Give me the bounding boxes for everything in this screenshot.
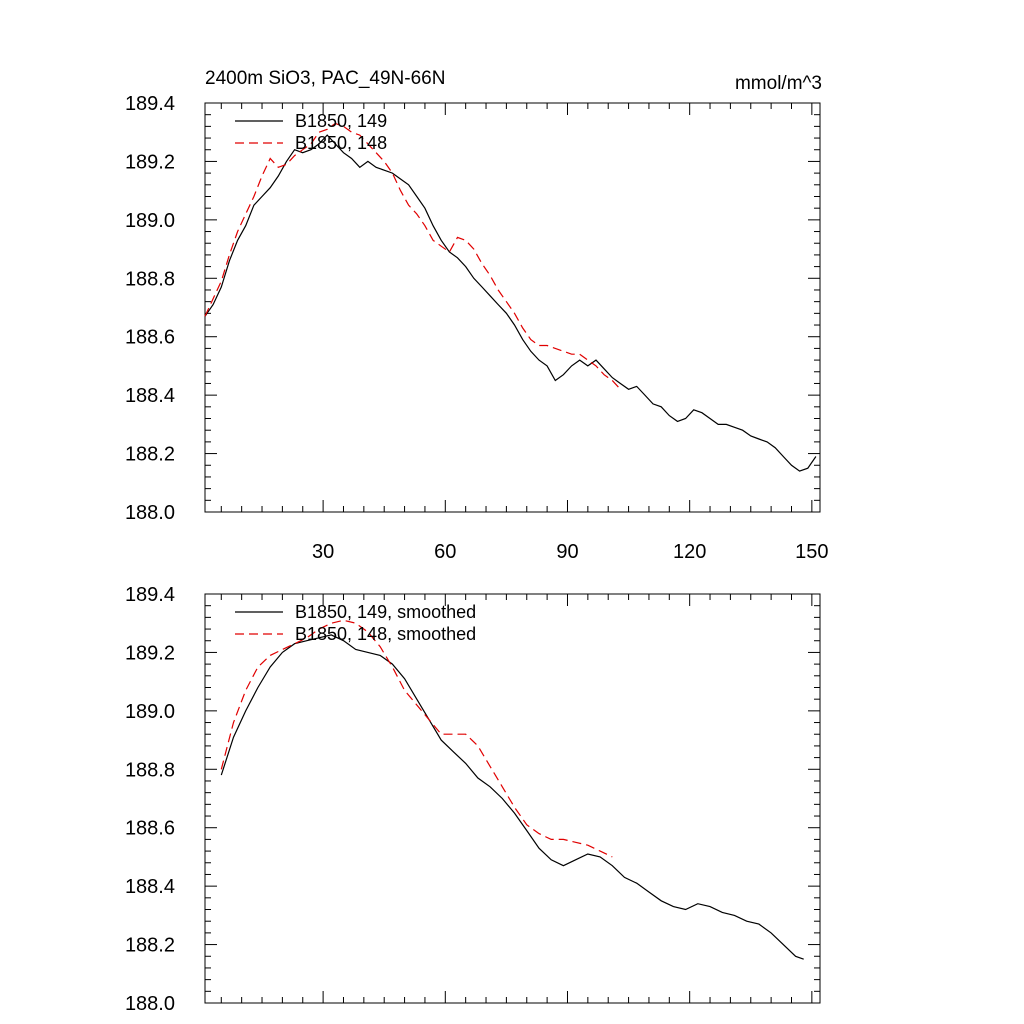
y-tick-label: 189.0 [125,210,175,232]
top-panel: 188.0 188.2 188.4 188.6 188.8 189.0 189.2 189.4… [125,68,829,563]
series-line-b1850-148 [204,122,621,390]
y-tick-label: 188.2 [125,935,175,957]
bottom-panel: 188.0 188.2 188.4 188.6 188.8 189.0 189.2 189.4… [125,584,821,1015]
y-tick-label: 188.2 [125,444,175,466]
x-tick-label: 150 [795,541,828,563]
legend-label: B1850, 149, smoothed [295,602,476,622]
series-line-b1850-149 [220,634,804,960]
x-tick-label: 60 [434,541,456,563]
y-tick-label: 189.0 [125,701,175,723]
y-tick-label: 188.0 [125,993,175,1015]
plot-frame [204,593,821,1004]
y-tick-label: 189.4 [125,93,175,115]
legend-label: B1850, 148 [295,133,387,153]
legend-label: B1850, 149 [295,111,387,131]
y-tick-label: 189.2 [125,642,175,664]
x-tick-label: 90 [556,541,578,563]
units-label: mmol/m^3 [735,73,822,94]
y-tick-label: 188.8 [125,759,175,781]
plot-frame [204,102,821,513]
y-tick-label: 188.6 [125,818,175,840]
series-line-b1850-148 [220,619,613,858]
y-tick-label: 188.6 [125,327,175,349]
chart-title: 2400m SiO3, PAC_49N-66N [205,68,445,89]
y-tick-label: 189.2 [125,151,175,173]
y-tick-label: 188.8 [125,268,175,290]
legend-label: B1850, 148, smoothed [295,624,476,644]
x-tick-label: 30 [312,541,334,563]
y-tick-label: 188.4 [125,385,175,407]
y-tick-label: 188.4 [125,876,175,898]
series-line-b1850-149 [204,134,817,472]
y-tick-label: 188.0 [125,502,175,524]
x-tick-label: 120 [673,541,706,563]
y-tick-label: 189.4 [125,584,175,606]
